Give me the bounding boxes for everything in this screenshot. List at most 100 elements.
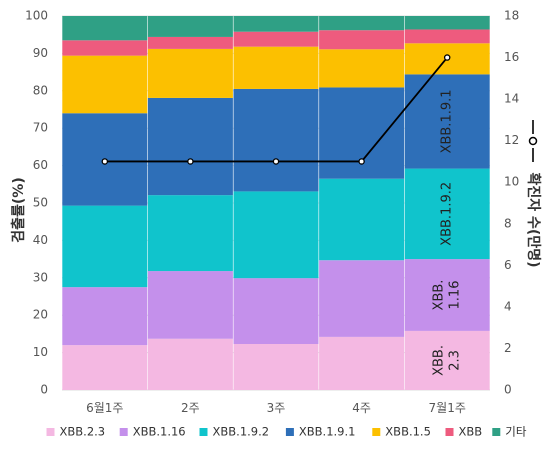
bar-segment [62, 16, 148, 41]
bar-label: XBB.1.9.1 [440, 89, 455, 153]
bar-segment [319, 178, 405, 261]
y-tick-label: 80 [33, 83, 48, 97]
bar-segment [62, 287, 148, 346]
bar-segment [62, 55, 148, 114]
y2-tick-label: 16 [504, 50, 519, 64]
bar-label-text: XBB.1.9.1 [440, 89, 455, 153]
legend-label: XBB.1.16 [133, 425, 186, 439]
bar-segment [319, 16, 405, 31]
legend-label: 기타 [505, 425, 527, 439]
y2-tick-label: 4 [504, 299, 512, 313]
legend-label: XBB [459, 425, 483, 439]
y-tick-label: 90 [33, 46, 48, 60]
bar-segment [233, 88, 319, 192]
y2-tick-label: 14 [504, 92, 519, 106]
y-tick-label: 0 [40, 383, 48, 397]
cases-line-point [358, 158, 365, 165]
y2-tick-label: 18 [504, 9, 519, 23]
y2-tick-label: 2 [504, 341, 512, 355]
cases-line-point [272, 158, 280, 165]
bar-segment [62, 40, 148, 56]
legend-swatch [46, 428, 55, 436]
bar-segment [147, 48, 233, 98]
x-tick-label: 3주 [267, 401, 286, 415]
bar-segment [404, 74, 490, 169]
bar-segment [147, 36, 233, 49]
bar-segment [233, 31, 319, 47]
x-tick-label: 4주 [352, 401, 371, 415]
bar-segment [147, 271, 233, 339]
bars [62, 16, 490, 390]
bar-segment [233, 46, 319, 89]
bar-label: XBB. 1.16 [432, 280, 463, 311]
y-tick-label: 40 [33, 233, 48, 247]
legend-label: XBB.2.3 [60, 425, 106, 439]
bar-segment [404, 16, 490, 30]
legend-swatch [285, 428, 294, 436]
legend-swatch [199, 428, 208, 436]
bar-segment [62, 205, 148, 288]
y-tick-label: 60 [33, 158, 48, 172]
legend-item: XBB.1.16 [119, 425, 186, 439]
legend: XBB.2.3 XBB.1.16 XBB.1.9.2 XBB.1.9.1 XBB.1.5… [46, 425, 527, 439]
legend-swatch [119, 428, 128, 436]
bar-segment [147, 97, 233, 196]
bar-segment [233, 278, 319, 344]
bar-segment [404, 29, 490, 44]
bar-label-text: 2.3 [448, 350, 463, 371]
y2-tick-label: 8 [504, 216, 512, 230]
legend-item: XBB.2.3 [46, 425, 106, 439]
y-axis-left: 0 10 20 30 40 50 60 70 80 90 100 [25, 9, 48, 397]
bar-segment [319, 87, 405, 179]
bar-segment [404, 168, 490, 260]
cases-line [101, 54, 451, 165]
y-tick-label: 50 [33, 196, 48, 210]
y-axis-title: 검출률(%) [10, 177, 27, 242]
bar-segment [233, 16, 319, 32]
y2-tick-label: 10 [504, 175, 519, 189]
legend-swatch [372, 428, 381, 436]
bar-segment [62, 345, 148, 390]
bar-segment [319, 336, 405, 390]
bar-segment [404, 259, 490, 331]
bar-segment [147, 195, 233, 272]
y-tick-label: 70 [33, 121, 48, 135]
bar-segment [233, 343, 319, 390]
bar-segment [404, 330, 490, 390]
legend-swatch [492, 428, 501, 436]
x-tick-label: 2주 [181, 401, 200, 415]
bar-label: XBB.1.9.2 [440, 182, 455, 246]
y2-tick-label: 6 [504, 258, 512, 272]
bar-label-text: XBB. [432, 345, 447, 376]
bar-segment [319, 30, 405, 50]
y-tick-label: 30 [33, 270, 48, 284]
legend-swatch [445, 428, 454, 436]
x-tick-label: 6월1주 [86, 401, 123, 415]
bar-label-text: 1.16 [448, 281, 463, 310]
y-tick-label: 10 [33, 345, 48, 359]
x-axis: 6월1주 2주 3주 4주 7월1주 [86, 401, 466, 415]
y-axis-right: 0 2 4 6 8 10 12 14 16 18 [504, 9, 519, 397]
y2-axis-title-group: 확진자 수(만명) [525, 120, 542, 267]
bar-label: XBB. 2.3 [432, 345, 463, 376]
legend-item: XBB [445, 425, 483, 439]
legend-label: XBB.1.5 [385, 425, 431, 439]
y-tick-label: 20 [33, 308, 48, 322]
y2-axis-title: 확진자 수(만명) [525, 173, 542, 268]
bar-segment [147, 338, 233, 390]
legend-item: 기타 [492, 425, 527, 439]
bar-label-text: XBB. [432, 280, 447, 311]
bar-segment [147, 16, 233, 37]
y2-tick-label: 12 [504, 133, 519, 147]
cases-line-point [101, 158, 109, 165]
legend-item: XBB.1.5 [372, 425, 431, 439]
legend-item: XBB.1.9.2 [199, 425, 269, 439]
bar-segment [233, 191, 319, 279]
legend-item: XBB.1.9.1 [285, 425, 356, 439]
cases-line-point [187, 158, 194, 165]
y2-legend-marker-icon [528, 136, 538, 146]
legend-label: XBB.1.9.1 [299, 425, 356, 439]
y2-tick-label: 0 [504, 383, 512, 397]
